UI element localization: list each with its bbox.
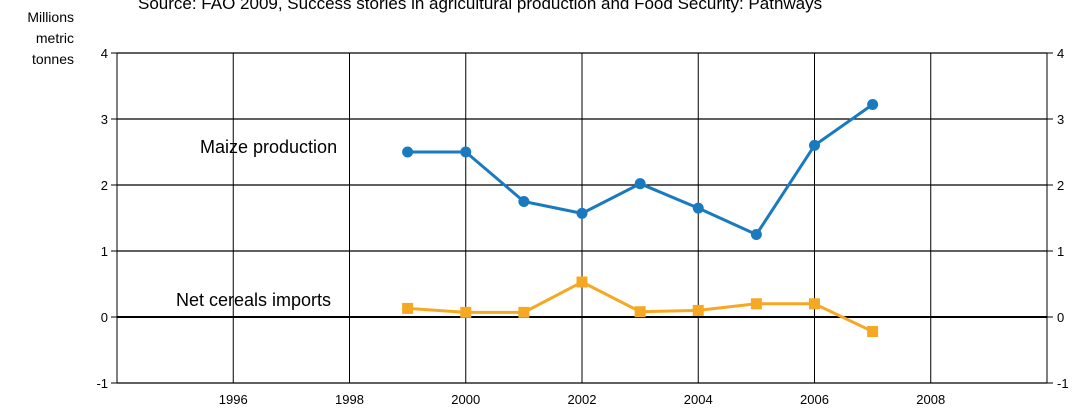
y-tick-label-left: 0 bbox=[101, 310, 108, 325]
y-tick-label-left: 1 bbox=[101, 244, 108, 259]
cereal-import-point bbox=[751, 298, 762, 309]
y-tick-label-left: 3 bbox=[101, 112, 108, 127]
y-tick-label-right: 0 bbox=[1057, 310, 1064, 325]
cereal-import-point bbox=[577, 277, 588, 288]
cereal-import-point bbox=[518, 307, 529, 318]
cereal-import-point bbox=[809, 298, 820, 309]
y-tick-label-right: 2 bbox=[1057, 178, 1064, 193]
data-series bbox=[402, 99, 878, 337]
y-tick-label-right: 1 bbox=[1057, 244, 1064, 259]
series-labels: Maize production Net cereals imports bbox=[176, 137, 337, 310]
maize-point bbox=[809, 140, 820, 151]
cereal-import-point bbox=[402, 303, 413, 314]
series-label-cereal-imports: Net cereals imports bbox=[176, 290, 331, 310]
x-tick-label: 2002 bbox=[568, 392, 597, 407]
cereal-import-point bbox=[635, 306, 646, 317]
y-tick-label-right: 4 bbox=[1057, 46, 1064, 61]
maize-point bbox=[693, 203, 704, 214]
x-tick-label: 1996 bbox=[219, 392, 248, 407]
y-tick-label-right: 3 bbox=[1057, 112, 1064, 127]
maize-point bbox=[751, 229, 762, 240]
x-tick-label: 2004 bbox=[684, 392, 713, 407]
cereal-import-point bbox=[693, 305, 704, 316]
maize-point bbox=[577, 208, 588, 219]
series-line-maize bbox=[408, 104, 873, 234]
maize-point bbox=[460, 147, 471, 158]
cereal-import-point bbox=[867, 326, 878, 337]
maize-point bbox=[635, 178, 646, 189]
x-tick-label: 1998 bbox=[335, 392, 364, 407]
x-tick-label: 2006 bbox=[800, 392, 829, 407]
maize-point bbox=[518, 196, 529, 207]
y-tick-label-left: -1 bbox=[96, 376, 108, 391]
x-tick-label: 2008 bbox=[916, 392, 945, 407]
maize-point bbox=[867, 99, 878, 110]
series-label-maize: Maize production bbox=[200, 137, 337, 157]
maize-point bbox=[402, 147, 413, 158]
y-tick-label-left: 2 bbox=[101, 178, 108, 193]
x-tick-label: 2000 bbox=[451, 392, 480, 407]
y-tick-label-left: 4 bbox=[101, 46, 108, 61]
cereal-import-point bbox=[460, 307, 471, 318]
y-tick-label-right: -1 bbox=[1057, 376, 1069, 391]
